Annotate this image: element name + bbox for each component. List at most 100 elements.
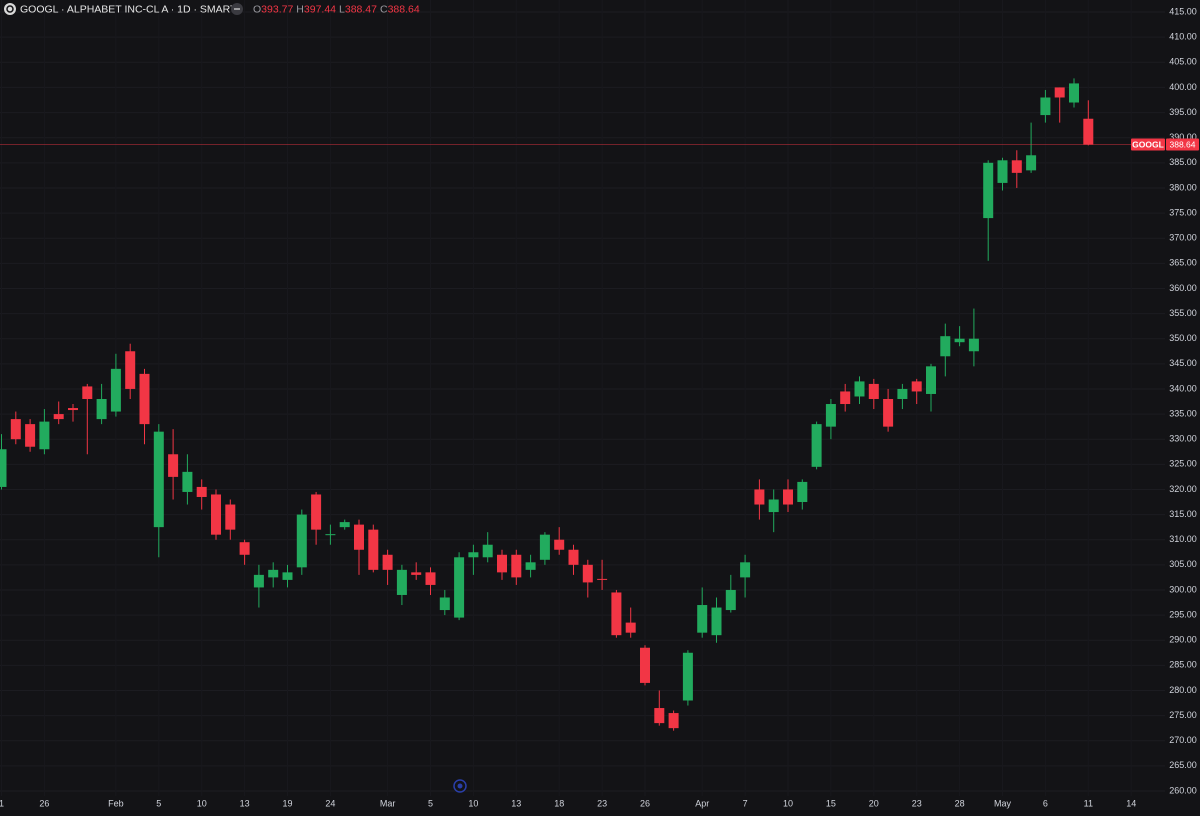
candle-body (1054, 87, 1065, 98)
y-tick-label: 370.00 (1169, 233, 1197, 243)
candle-body (1026, 155, 1037, 171)
x-tick-label: Mar (380, 798, 396, 808)
y-tick-label: 340.00 (1169, 383, 1197, 393)
candle-body (1069, 83, 1079, 103)
y-tick-label: 350.00 (1169, 333, 1197, 343)
candle-body (439, 597, 450, 611)
candle-body (625, 622, 636, 633)
candle-body (211, 494, 221, 535)
y-tick-label: 315.00 (1169, 509, 1197, 519)
y-tick-label: 360.00 (1169, 283, 1197, 293)
y-tick-label: 310.00 (1169, 534, 1197, 544)
x-tick-label: 7 (743, 798, 748, 808)
candle-body (296, 514, 307, 568)
candle-body (525, 562, 536, 570)
x-tick-label: 6 (1043, 798, 1048, 808)
candle-body (968, 338, 979, 352)
last-price-box (1166, 138, 1199, 151)
ohlc-value: 388.47 (345, 3, 377, 15)
candle-body (539, 534, 550, 560)
x-tick-label: 19 (282, 798, 292, 808)
x-tick-label: 18 (554, 798, 564, 808)
x-tick-label: 10 (197, 798, 207, 808)
y-tick-label: 400.00 (1169, 82, 1197, 92)
candle-body (811, 424, 822, 467)
y-tick-label: 335.00 (1169, 408, 1197, 418)
x-tick-label: 1 (0, 798, 4, 808)
candle-body (682, 652, 693, 701)
candle-body (668, 713, 679, 729)
candle-body (1040, 97, 1051, 116)
candle-body (196, 486, 207, 497)
event-marker[interactable] (453, 779, 467, 793)
y-tick-label: 275.00 (1169, 710, 1197, 720)
y-tick-label: 260.00 (1169, 785, 1197, 795)
candle-body (182, 471, 193, 492)
x-tick-label: Feb (108, 798, 124, 808)
y-tick-label: 265.00 (1169, 760, 1197, 770)
candle-body (640, 647, 650, 683)
candle-body (39, 421, 50, 450)
candle-body (611, 592, 622, 636)
y-tick-label: 295.00 (1169, 609, 1197, 619)
axis-background (1165, 0, 1200, 816)
ohlc-value: 388.64 (388, 3, 420, 15)
candle-body (1011, 160, 1022, 173)
x-tick-label: 10 (783, 798, 793, 808)
candle-body (911, 381, 922, 392)
ohlc-value: 397.44 (304, 3, 336, 15)
candle-body (368, 529, 379, 570)
candle-body (497, 554, 507, 573)
price-tag-label: GOOGL (1132, 139, 1164, 149)
candle-body (568, 549, 579, 565)
y-tick-label: 405.00 (1169, 57, 1197, 67)
candle-body (96, 398, 107, 420)
candle-body (454, 557, 465, 618)
candle-body (797, 481, 808, 503)
candle-body (754, 489, 765, 505)
x-tick-label: 26 (39, 798, 49, 808)
candle-body (68, 408, 78, 411)
candle-body (940, 336, 951, 357)
ohlc-label: C (380, 3, 388, 15)
candle-body (768, 499, 779, 513)
candle-body (425, 572, 436, 585)
candle-body (110, 368, 121, 412)
y-tick-label: 410.00 (1169, 32, 1197, 42)
candle-body (268, 569, 279, 578)
y-tick-label: 380.00 (1169, 182, 1197, 192)
x-tick-label: 23 (912, 798, 922, 808)
x-tick-label: 26 (640, 798, 650, 808)
candle-body (482, 544, 493, 558)
candle-body (225, 504, 236, 530)
y-tick-label: 345.00 (1169, 358, 1197, 368)
candle-body (153, 431, 164, 528)
candle-body (82, 386, 93, 399)
y-tick-label: 320.00 (1169, 484, 1197, 494)
y-tick-label: 385.00 (1169, 157, 1197, 167)
candle-body (354, 524, 364, 550)
event-marker-dot (457, 783, 463, 789)
x-tick-label: 20 (869, 798, 879, 808)
candle-body (740, 562, 751, 578)
y-tick-label: 415.00 (1169, 6, 1197, 16)
ohlc-value: 393.77 (261, 3, 293, 15)
candle-body (311, 494, 322, 530)
candle-body (382, 554, 393, 570)
candle-body (0, 449, 7, 487)
ohlc-label: L (339, 3, 345, 15)
candle-body (125, 351, 136, 389)
x-tick-label: Apr (695, 798, 709, 808)
logo-mark (6, 5, 14, 13)
candle-body (725, 589, 736, 611)
ohlc-label: O (253, 3, 261, 15)
candle-body (783, 489, 793, 505)
candle-body (954, 338, 965, 343)
x-tick-label: 11 (1084, 798, 1093, 808)
y-tick-label: 330.00 (1169, 434, 1197, 444)
x-tick-label: 15 (826, 798, 836, 808)
